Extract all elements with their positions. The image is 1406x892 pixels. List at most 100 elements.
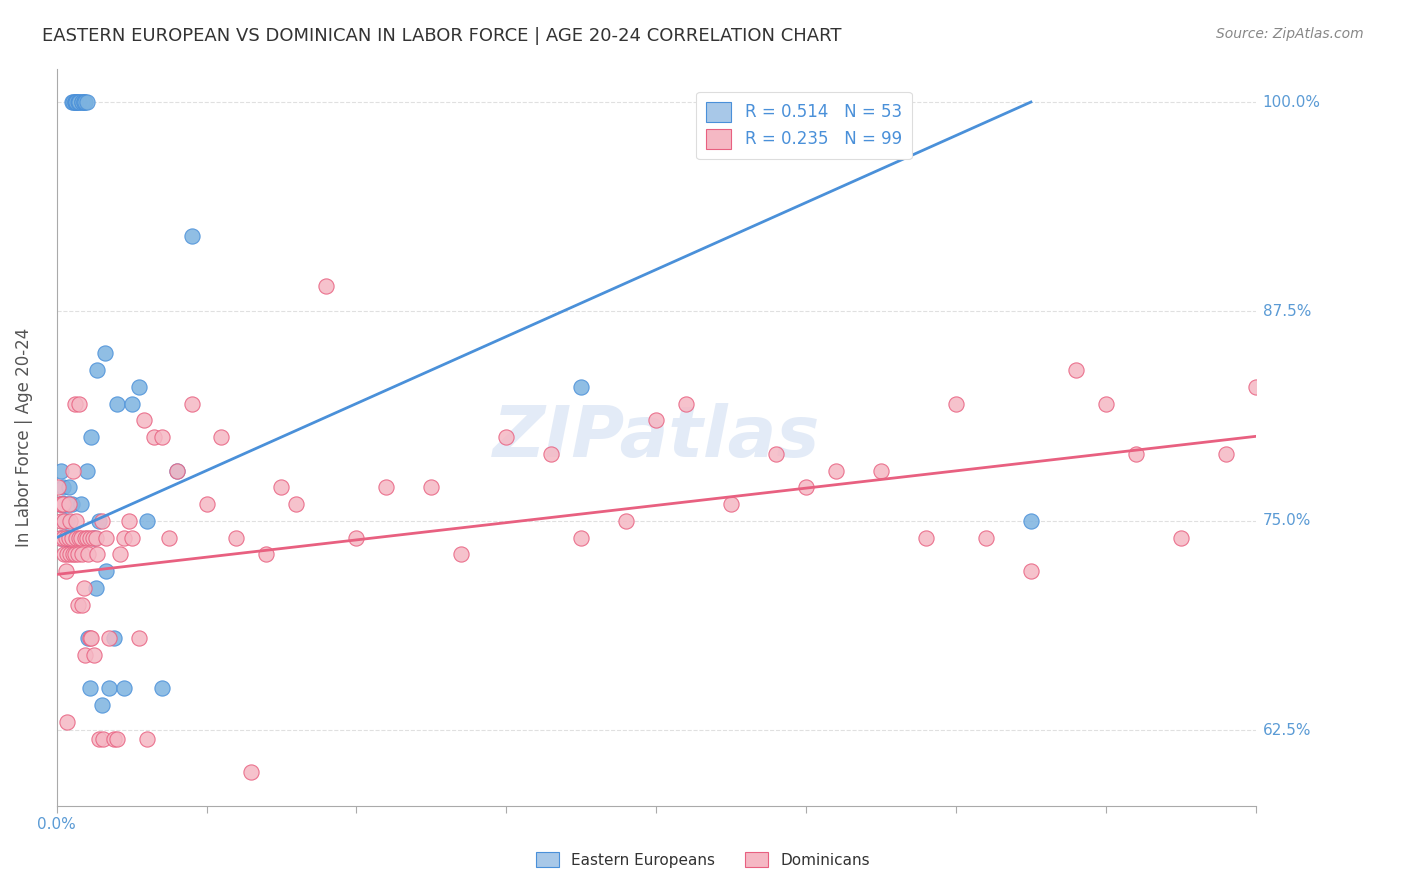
Point — [55, 497, 77, 511]
Point — [75, 648, 97, 662]
Point — [166, 464, 188, 478]
Point — [75, 531, 97, 545]
Point — [70, 547, 93, 561]
Point — [49, 514, 72, 528]
Point — [211, 430, 233, 444]
Point — [84, 531, 107, 545]
Point — [83, 648, 105, 662]
Point — [132, 413, 155, 427]
Text: 75.0%: 75.0% — [1263, 513, 1310, 528]
Point — [70, 95, 93, 109]
Point — [76, 464, 98, 478]
Point — [794, 480, 817, 494]
Point — [53, 514, 76, 528]
Point — [93, 346, 115, 360]
Point — [974, 531, 997, 545]
Point — [720, 497, 742, 511]
Point — [1019, 514, 1042, 528]
Point — [56, 714, 79, 729]
Point — [1215, 447, 1237, 461]
Point — [49, 464, 72, 478]
Point — [112, 531, 135, 545]
Point — [72, 581, 94, 595]
Legend: R = 0.514   N = 53, R = 0.235   N = 99: R = 0.514 N = 53, R = 0.235 N = 99 — [696, 92, 911, 159]
Point — [240, 765, 263, 780]
Point — [79, 681, 101, 696]
Point — [112, 681, 135, 696]
Point — [56, 547, 79, 561]
Point — [56, 531, 79, 545]
Point — [62, 464, 84, 478]
Point — [67, 95, 90, 109]
Point — [450, 547, 472, 561]
Point — [1274, 430, 1296, 444]
Point — [58, 531, 80, 545]
Point — [915, 531, 938, 545]
Point — [166, 464, 188, 478]
Point — [1064, 363, 1087, 377]
Point — [66, 598, 89, 612]
Point — [58, 497, 80, 511]
Point — [49, 497, 72, 511]
Point — [135, 731, 157, 746]
Point — [60, 497, 83, 511]
Point — [614, 514, 637, 528]
Point — [62, 95, 84, 109]
Point — [1395, 95, 1406, 109]
Text: 100.0%: 100.0% — [1263, 95, 1320, 110]
Point — [62, 547, 84, 561]
Point — [84, 581, 107, 595]
Point — [117, 514, 139, 528]
Point — [157, 531, 180, 545]
Point — [53, 514, 76, 528]
Point — [70, 598, 93, 612]
Point — [285, 497, 308, 511]
Point — [1095, 396, 1118, 410]
Point — [76, 531, 98, 545]
Point — [675, 396, 697, 410]
Point — [870, 464, 893, 478]
Point — [143, 430, 166, 444]
Y-axis label: In Labor Force | Age 20-24: In Labor Force | Age 20-24 — [15, 327, 32, 547]
Point — [1019, 564, 1042, 578]
Point — [67, 531, 90, 545]
Point — [180, 396, 202, 410]
Point — [495, 430, 517, 444]
Point — [77, 631, 100, 645]
Point — [94, 531, 117, 545]
Point — [79, 631, 101, 645]
Point — [103, 731, 125, 746]
Point — [52, 480, 75, 494]
Point — [150, 681, 173, 696]
Point — [765, 447, 787, 461]
Point — [195, 497, 218, 511]
Point — [645, 413, 668, 427]
Point — [1319, 531, 1341, 545]
Point — [375, 480, 398, 494]
Point — [55, 531, 77, 545]
Point — [569, 380, 592, 394]
Point — [63, 95, 86, 109]
Point — [94, 564, 117, 578]
Point — [59, 547, 82, 561]
Point — [121, 396, 143, 410]
Point — [225, 531, 247, 545]
Point — [80, 430, 103, 444]
Text: 62.5%: 62.5% — [1263, 723, 1312, 738]
Point — [569, 531, 592, 545]
Point — [77, 547, 100, 561]
Point — [52, 531, 75, 545]
Point — [105, 731, 128, 746]
Point — [63, 95, 86, 109]
Point — [98, 681, 121, 696]
Text: 87.5%: 87.5% — [1263, 304, 1310, 319]
Point — [420, 480, 443, 494]
Point — [65, 95, 87, 109]
Point — [69, 531, 91, 545]
Point — [48, 531, 70, 545]
Point — [58, 497, 80, 511]
Point — [80, 631, 103, 645]
Point — [66, 95, 89, 109]
Point — [76, 95, 98, 109]
Point — [135, 514, 157, 528]
